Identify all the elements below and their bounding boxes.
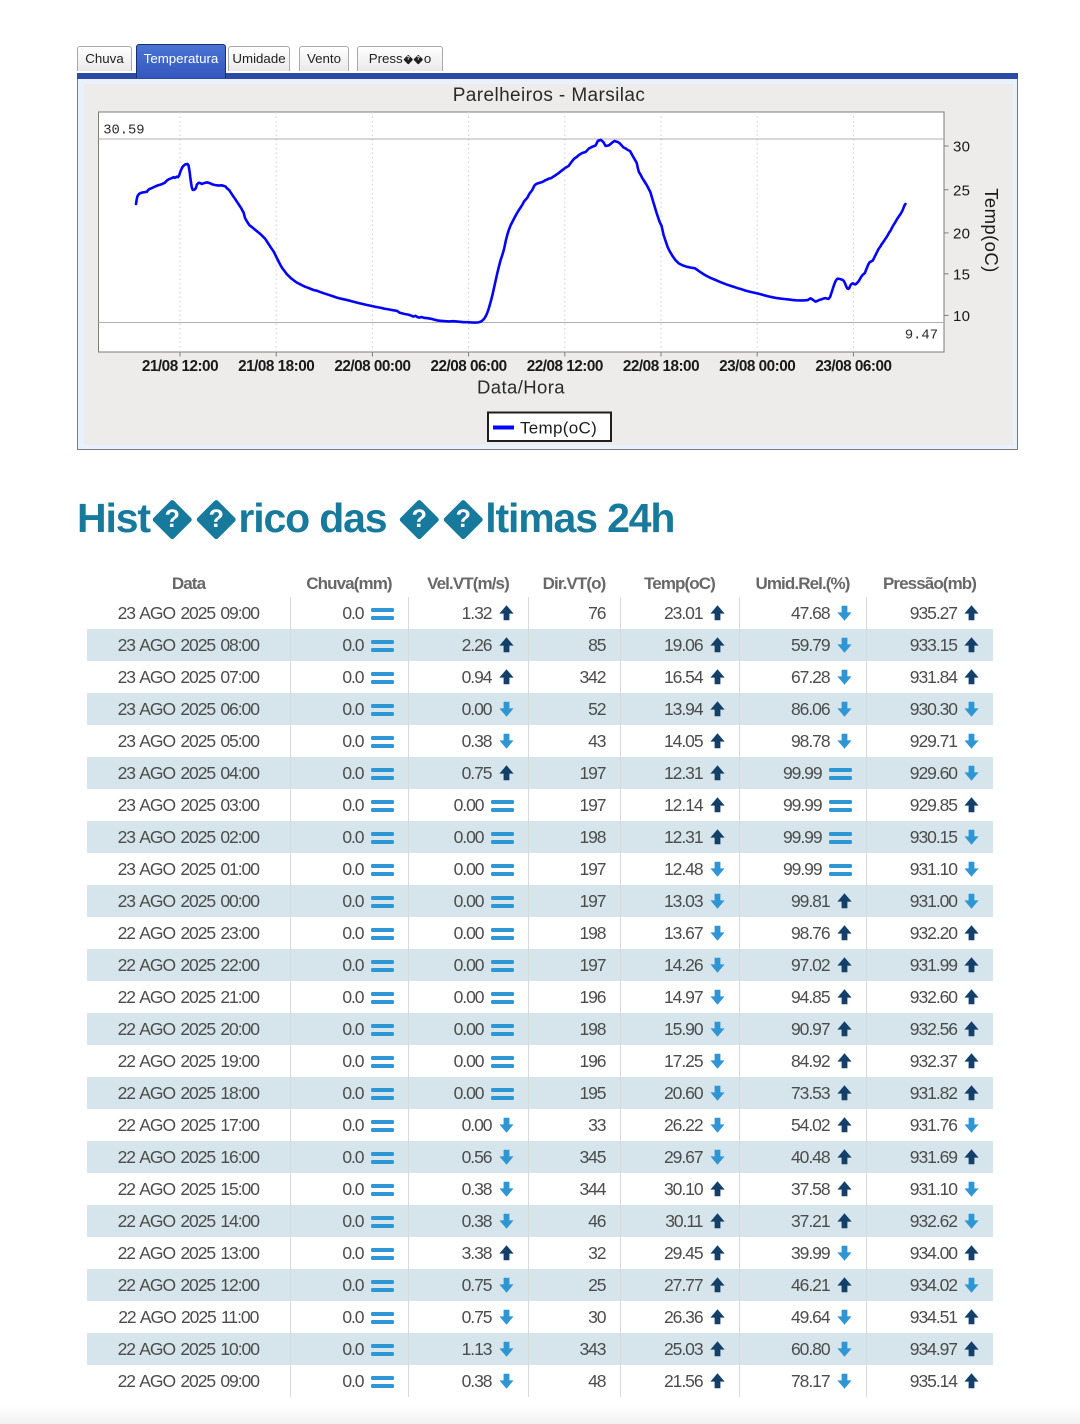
- svg-text:22/08 06:00: 22/08 06:00: [431, 358, 507, 375]
- svg-text:10: 10: [953, 308, 970, 325]
- svg-text:23/08 06:00: 23/08 06:00: [815, 358, 891, 375]
- svg-text:20: 20: [953, 225, 970, 242]
- svg-text:30.59: 30.59: [103, 124, 144, 139]
- svg-text:22/08 18:00: 22/08 18:00: [623, 358, 699, 375]
- svg-text:21/08 18:00: 21/08 18:00: [238, 358, 314, 375]
- svg-text:15: 15: [953, 266, 970, 283]
- svg-text:9.47: 9.47: [905, 329, 938, 344]
- svg-text:Parelheiros - Marsilac: Parelheiros - Marsilac: [453, 85, 646, 106]
- svg-text:Temp(oC): Temp(oC): [981, 188, 1002, 272]
- svg-text:30: 30: [953, 139, 970, 156]
- svg-text:Temp(oC): Temp(oC): [520, 419, 597, 438]
- svg-text:22/08 12:00: 22/08 12:00: [527, 358, 603, 375]
- svg-text:Data/Hora: Data/Hora: [477, 377, 565, 398]
- svg-text:21/08 12:00: 21/08 12:00: [142, 358, 218, 375]
- svg-text:23/08 00:00: 23/08 00:00: [719, 358, 795, 375]
- svg-text:22/08 00:00: 22/08 00:00: [334, 358, 410, 375]
- svg-text:25: 25: [953, 182, 970, 199]
